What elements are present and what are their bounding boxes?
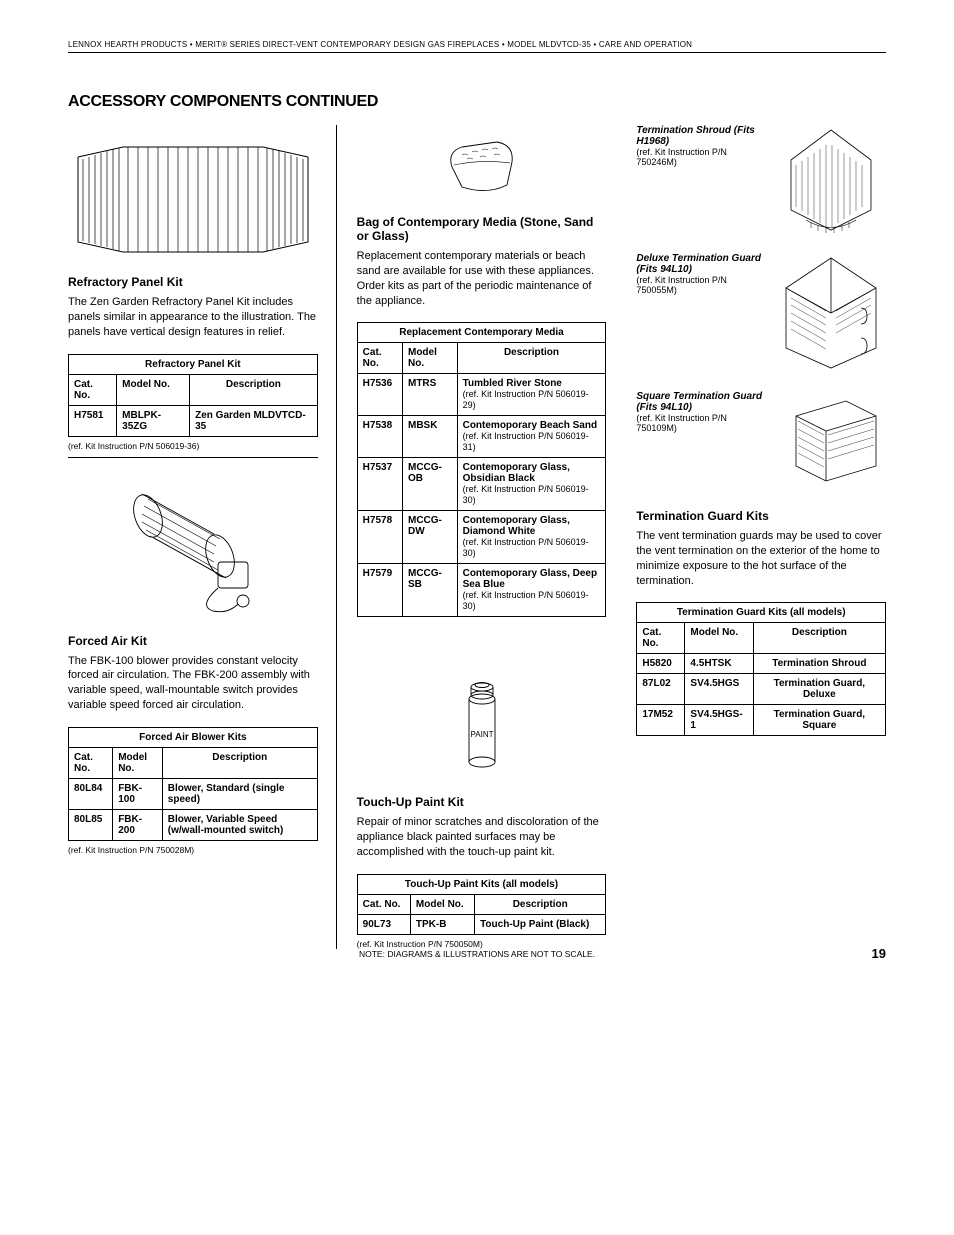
paint-head: Touch-Up Paint Kit xyxy=(357,795,607,809)
col-model: Model No. xyxy=(402,343,457,374)
col-cat: Cat. No. xyxy=(357,343,402,374)
refractory-table: Refractory Panel Kit Cat. No. Model No. … xyxy=(68,354,318,437)
table-row: H7538MBSKContemoporary Beach Sand(ref. K… xyxy=(357,416,606,458)
columns: Refractory Panel Kit The Zen Garden Refr… xyxy=(68,125,886,949)
media-bag-illustration xyxy=(442,137,522,197)
table-row: H7578MCCG-DWContemoporary Glass, Diamond… xyxy=(357,511,606,564)
table-row: H7536MTRSTumbled River Stone(ref. Kit In… xyxy=(357,374,606,416)
page-number: 19 xyxy=(872,946,886,961)
col-desc: Description xyxy=(190,374,318,405)
term-head: Termination Guard Kits xyxy=(636,509,886,523)
table-row: 90L73 TPK-B Touch-Up Paint (Black) xyxy=(357,914,606,934)
column-2: Bag of Contemporary Media (Stone, Sand o… xyxy=(357,125,617,949)
page-title: ACCESSORY COMPONENTS CONTINUED xyxy=(68,93,886,111)
term-square-block: Square Termination Guard (Fits 94L10) (r… xyxy=(636,391,886,491)
table-title: Touch-Up Paint Kits (all models) xyxy=(357,874,606,894)
col-cat: Cat. No. xyxy=(69,747,113,778)
media-head: Bag of Contemporary Media (Stone, Sand o… xyxy=(357,215,607,243)
col-desc: Description xyxy=(475,894,606,914)
refractory-head: Refractory Panel Kit xyxy=(68,275,318,289)
term-table: Termination Guard Kits (all models) Cat.… xyxy=(636,602,886,736)
table-title: Refractory Panel Kit xyxy=(69,354,318,374)
column-1: Refractory Panel Kit The Zen Garden Refr… xyxy=(68,125,337,949)
term-label: Square Termination Guard (Fits 94L10) (r… xyxy=(636,391,766,433)
table-row: H5820 4.5HTSK Termination Shroud xyxy=(637,654,886,674)
col-cat: Cat. No. xyxy=(637,623,685,654)
col-cat: Cat. No. xyxy=(357,894,410,914)
forced-para: The FBK-100 blower provides constant vel… xyxy=(68,654,318,713)
paint-para: Repair of minor scratches and discolorat… xyxy=(357,815,607,860)
term-label: Termination Shroud (Fits H1968) (ref. Ki… xyxy=(636,125,766,167)
table-row: 17M52 SV4.5HGS-1 Termination Guard, Squa… xyxy=(637,705,886,736)
col-model: Model No. xyxy=(410,894,474,914)
col-desc: Description xyxy=(162,747,317,778)
term-para: The vent termination guards may be used … xyxy=(636,529,886,588)
col-desc: Description xyxy=(753,623,885,654)
table-row: H7537MCCG-OBContemoporary Glass, Obsidia… xyxy=(357,458,606,511)
table-row: 80L85 FBK-200 Blower, Variable Speed (w/… xyxy=(69,809,318,840)
paint-table: Touch-Up Paint Kits (all models) Cat. No… xyxy=(357,874,607,935)
term-shroud-block: Termination Shroud (Fits H1968) (ref. Ki… xyxy=(636,125,886,235)
col-desc: Description xyxy=(457,343,606,374)
col-model: Model No. xyxy=(685,623,753,654)
term-label: Deluxe Termination Guard (Fits 94L10) (r… xyxy=(636,253,766,295)
header-line: LENNOX HEARTH PRODUCTS • MERIT® SERIES D… xyxy=(68,40,886,53)
table-row: 80L84 FBK-100 Blower, Standard (single s… xyxy=(69,778,318,809)
rule xyxy=(68,457,318,458)
forced-table: Forced Air Blower Kits Cat. No. Model No… xyxy=(68,727,318,841)
refractory-para: The Zen Garden Refractory Panel Kit incl… xyxy=(68,295,318,340)
column-3: Termination Shroud (Fits H1968) (ref. Ki… xyxy=(636,125,886,949)
table-row: H7579MCCG-SBContemoporary Glass, Deep Se… xyxy=(357,564,606,617)
col-model: Model No. xyxy=(113,747,163,778)
paint-label: PAINT xyxy=(470,730,493,739)
paint-can-illustration: PAINT xyxy=(457,677,507,777)
deluxe-guard-illustration xyxy=(776,253,886,373)
forced-head: Forced Air Kit xyxy=(68,634,318,648)
refractory-panel-illustration xyxy=(73,137,313,257)
table-title: Termination Guard Kits (all models) xyxy=(637,603,886,623)
media-para: Replacement contemporary materials or be… xyxy=(357,249,607,308)
media-table: Replacement Contemporary Media Cat. No. … xyxy=(357,322,607,617)
blower-illustration xyxy=(128,476,258,616)
table-row: H7581 MBLPK-35ZG Zen Garden MLDVTCD-35 xyxy=(69,405,318,436)
forced-note: (ref. Kit Instruction P/N 750028M) xyxy=(68,845,318,855)
col-cat: Cat. No. xyxy=(69,374,117,405)
term-deluxe-block: Deluxe Termination Guard (Fits 94L10) (r… xyxy=(636,253,886,373)
paint-note: (ref. Kit Instruction P/N 750050M) xyxy=(357,939,607,949)
table-title: Replacement Contemporary Media xyxy=(357,323,606,343)
square-guard-illustration xyxy=(776,391,886,491)
refractory-note: (ref. Kit Instruction P/N 506019-36) xyxy=(68,441,318,451)
footer-note: NOTE: DIAGRAMS & ILLUSTRATIONS ARE NOT T… xyxy=(0,949,954,959)
col-model: Model No. xyxy=(117,374,190,405)
shroud-illustration xyxy=(776,125,886,235)
table-title: Forced Air Blower Kits xyxy=(69,727,318,747)
table-row: 87L02 SV4.5HGS Termination Guard, Deluxe xyxy=(637,674,886,705)
